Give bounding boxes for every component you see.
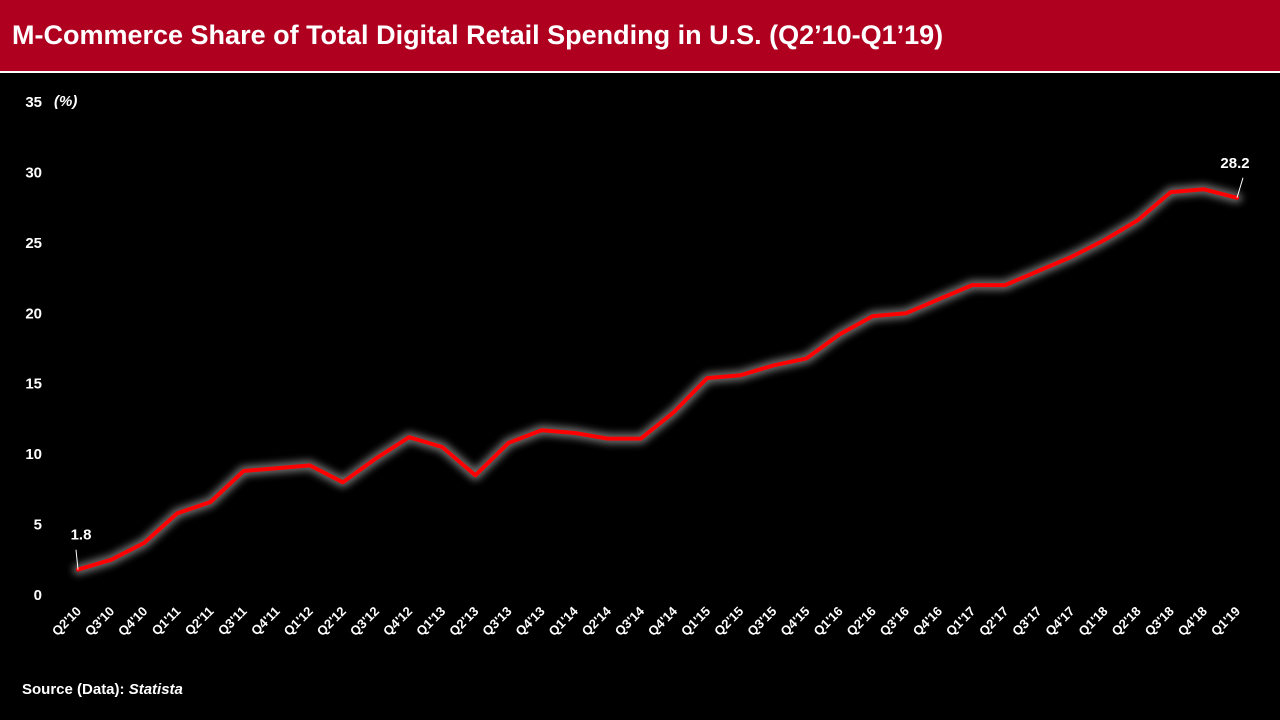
data-point [871, 314, 875, 318]
x-tick-label: Q3'13 [479, 604, 514, 639]
y-axis-label: (%) [54, 93, 77, 110]
data-point [242, 469, 246, 473]
data-point [1003, 283, 1007, 287]
x-tick-label: Q2'18 [1108, 604, 1143, 639]
data-point [1036, 269, 1040, 273]
data-point [937, 297, 941, 301]
x-tick-label: Q3'18 [1142, 604, 1177, 639]
data-point [540, 428, 544, 432]
source-value: Statista [128, 681, 183, 698]
data-label: 1.8 [71, 527, 92, 544]
data-point [705, 376, 709, 380]
x-tick-label: Q4'11 [248, 604, 283, 639]
x-tick-label: Q1'14 [546, 603, 582, 639]
data-point [805, 356, 809, 360]
data-point [407, 435, 411, 439]
x-tick-label: Q4'16 [910, 604, 945, 639]
x-tick-label: Q1'11 [149, 604, 184, 639]
data-point [771, 363, 775, 367]
data-labels: 1.8 28.2 [71, 155, 1250, 570]
data-point [341, 480, 345, 484]
data-point [1069, 255, 1073, 259]
title-bar: M-Commerce Share of Total Digital Retail… [0, 0, 1280, 73]
data-point [738, 373, 742, 377]
x-tick-label: Q3'11 [215, 604, 250, 639]
x-tick-label: Q3'12 [347, 604, 382, 639]
data-point [1103, 238, 1107, 242]
data-label-leader [1236, 177, 1244, 198]
y-tick-label: 30 [25, 164, 42, 181]
data-point [440, 445, 444, 449]
data-point [473, 473, 477, 477]
series-line [76, 187, 1239, 572]
page-title: M-Commerce Share of Total Digital Retail… [12, 20, 944, 50]
data-point [904, 311, 908, 315]
x-tick-label: Q4'13 [512, 604, 547, 639]
data-point [275, 466, 279, 470]
data-point [506, 441, 510, 445]
x-tick-label: Q1'18 [1075, 604, 1110, 639]
series-line-glow [73, 184, 1242, 575]
x-tick-label: Q2'11 [182, 604, 217, 639]
data-point [109, 558, 113, 562]
x-tick-label: Q1'15 [678, 604, 713, 639]
x-tick-label: Q4'14 [645, 603, 681, 639]
data-point [1136, 218, 1140, 222]
data-point [672, 410, 676, 414]
y-tick-label: 25 [25, 235, 42, 252]
x-tick-label: Q2'14 [579, 603, 615, 639]
y-tick-label: 10 [25, 446, 42, 463]
data-point [308, 463, 312, 467]
data-point [175, 511, 179, 515]
x-tick-label: Q4'10 [115, 604, 150, 639]
source-note: Source (Data): Statista [22, 681, 183, 698]
y-tick-label: 35 [25, 94, 42, 111]
x-tick-label: Q2'13 [446, 604, 481, 639]
x-tick-label: Q2'12 [314, 604, 349, 639]
x-tick-label: Q2'17 [976, 604, 1011, 639]
y-tick-label: 0 [34, 587, 42, 604]
data-label-leader [75, 549, 79, 570]
x-tick-label: Q3'16 [877, 604, 912, 639]
x-tick-label: Q3'14 [612, 603, 648, 639]
source-label: Source (Data): [22, 681, 125, 698]
x-tick-label: Q1'12 [281, 604, 316, 639]
x-axis: Q2'10Q3'10Q4'10Q1'11Q2'11Q3'11Q4'11Q1'12… [49, 603, 1243, 639]
x-tick-label: Q3'15 [744, 604, 779, 639]
data-point [142, 541, 146, 545]
x-tick-label: Q1'19 [1208, 604, 1243, 639]
x-tick-label: Q1'13 [413, 604, 448, 639]
data-point [606, 437, 610, 441]
y-tick-label: 5 [34, 517, 42, 534]
y-axis: 0 5 10 15 20 25 30 35 [25, 94, 42, 604]
x-tick-label: Q4'17 [1042, 604, 1077, 639]
data-point [1202, 187, 1206, 191]
data-points [76, 187, 1239, 571]
x-tick-label: Q3'10 [82, 604, 117, 639]
data-point [970, 283, 974, 287]
data-point [1169, 190, 1173, 194]
x-tick-label: Q3'17 [1009, 604, 1044, 639]
data-point [208, 500, 212, 504]
x-tick-label: Q1'17 [943, 604, 978, 639]
y-tick-label: 20 [25, 305, 42, 322]
x-tick-label: Q2'15 [711, 604, 746, 639]
data-point [573, 431, 577, 435]
x-tick-label: Q2'10 [49, 604, 84, 639]
y-tick-label: 15 [25, 376, 42, 393]
x-tick-label: Q1'16 [810, 604, 845, 639]
x-tick-label: Q4'18 [1175, 604, 1210, 639]
x-tick-label: Q4'12 [380, 604, 415, 639]
data-label: 28.2 [1220, 155, 1249, 172]
x-tick-label: Q2'16 [844, 604, 879, 639]
data-point [374, 456, 378, 460]
x-tick-label: Q4'15 [777, 604, 812, 639]
data-point [838, 332, 842, 336]
data-point [639, 437, 643, 441]
